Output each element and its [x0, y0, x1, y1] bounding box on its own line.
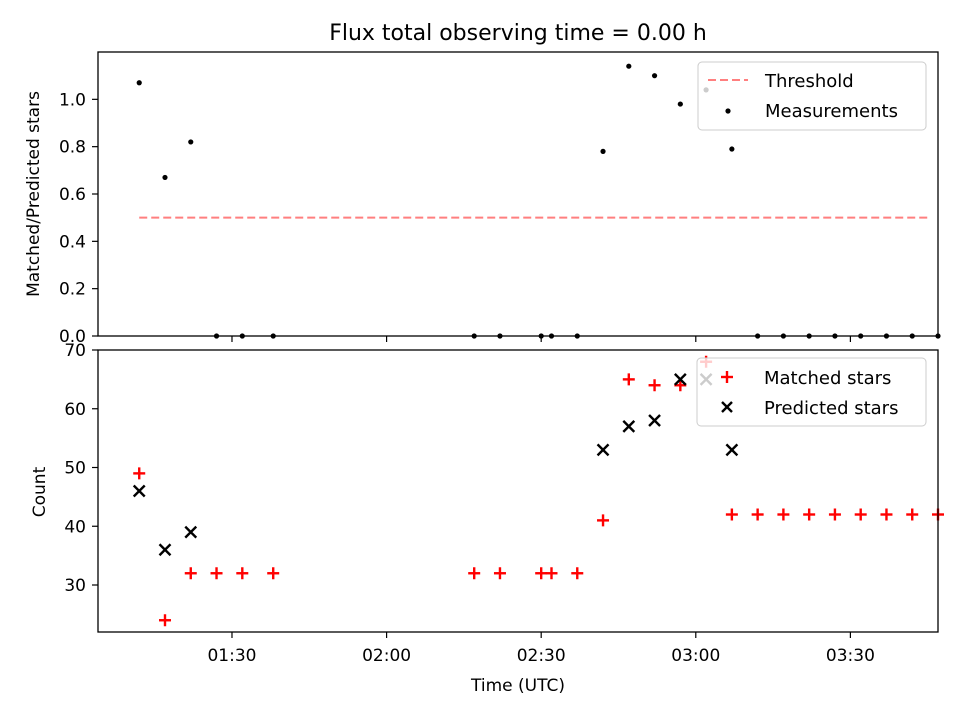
matched-star-point: [622, 373, 635, 386]
measurement-point: [600, 148, 606, 154]
predicted-star-point: [132, 484, 146, 498]
matched-star-point: [210, 567, 223, 580]
x-tick-label: 02:30: [517, 646, 566, 666]
matched-star-point: [854, 508, 867, 521]
legend-label-threshold: Threshold: [764, 71, 854, 92]
predicted-star-point: [725, 443, 739, 457]
matched-stars-series: [133, 355, 944, 627]
matched-star-point: [133, 467, 146, 480]
matched-star-point: [803, 508, 816, 521]
bottom-ticks: 30 40 50 60 70 01:30 02:00 02:30 03:00 03:30: [64, 341, 875, 666]
chart-title: Flux total observing time = 0.00 h: [329, 21, 707, 46]
top-y-axis-label: Matched/Predicted stars: [24, 91, 44, 297]
top-y-tick-label: 0.8: [59, 138, 86, 158]
bottom-plot-frame: [97, 349, 939, 633]
matched-star-point: [493, 567, 506, 580]
matched-star-point: [535, 567, 548, 580]
measurement-point: [651, 73, 658, 79]
top-y-tick-label: 0.0: [59, 327, 86, 347]
top-y-tick-label: 0.4: [59, 232, 86, 252]
bottom-y-tick-label: 60: [64, 400, 86, 420]
bottom-y-tick-label: 40: [64, 517, 86, 537]
bottom-y-tick-label: 70: [64, 341, 86, 361]
measurement-point: [677, 101, 683, 107]
measurement-point: [626, 63, 632, 69]
matched-star-point: [777, 508, 790, 521]
measurement-point: [136, 80, 142, 86]
legend-label-measurements: Measurements: [765, 101, 898, 122]
x-axis-label: Time (UTC): [470, 676, 565, 696]
measurement-point: [162, 174, 168, 181]
top-legend-box: [697, 61, 927, 131]
top-y-tick-label: 1.0: [59, 90, 86, 110]
matched-star-point: [468, 567, 481, 580]
top-plot-frame: [97, 51, 939, 337]
matched-star-point: [267, 567, 280, 580]
matched-star-point: [906, 508, 919, 521]
bottom-y-tick-label: 30: [64, 576, 86, 596]
x-tick-label: 03:00: [671, 646, 720, 666]
predicted-star-point: [673, 373, 687, 386]
top-y-tick-label: 0.2: [59, 280, 86, 300]
predicted-star-point: [184, 525, 198, 539]
legend-label-matched-stars: Matched stars: [764, 368, 891, 389]
predicted-star-point: [158, 543, 172, 557]
matched-star-point: [880, 508, 893, 521]
legend-swatch-predicted-stars: [721, 401, 733, 413]
top-axes: 0.0 0.2 0.4 0.6 0.8 1.0 Threshold Measurement…: [59, 51, 941, 347]
top-ticks: 0.0 0.2 0.4 0.6 0.8 1.0: [59, 90, 851, 347]
predicted-star-point: [648, 414, 661, 427]
matched-star-point: [236, 567, 249, 580]
x-tick-label: 01:30: [207, 646, 256, 666]
matched-star-point: [674, 379, 687, 392]
matched-star-point: [648, 379, 661, 392]
measurement-point: [188, 139, 194, 145]
matched-star-point: [571, 567, 584, 580]
bottom-y-tick-label: 50: [64, 459, 86, 479]
legend-label-predicted-stars: Predicted stars: [764, 398, 898, 419]
matched-star-point: [597, 514, 610, 527]
matched-star-point: [184, 567, 197, 580]
matched-star-point: [828, 508, 841, 521]
bottom-legend-box: [696, 357, 927, 427]
matched-star-point: [158, 614, 171, 627]
legend-swatch-matched-stars: [721, 371, 733, 383]
bottom-axes: 30 40 50 60 70 01:30 02:00 02:30 03:00 03:30 Matc…: [64, 341, 944, 666]
x-tick-label: 03:30: [826, 646, 875, 666]
matched-star-point: [751, 508, 764, 521]
bottom-legend: Matched stars Predicted stars: [696, 357, 927, 427]
top-y-tick-label: 0.6: [59, 185, 86, 205]
predicted-star-point: [596, 443, 610, 457]
measurement-point: [729, 146, 735, 152]
matched-star-point: [725, 508, 738, 521]
bottom-y-axis-label: Count: [30, 466, 50, 517]
legend-swatch-measurements: [725, 108, 731, 114]
x-tick-label: 02:00: [362, 646, 411, 666]
matched-star-point: [545, 567, 558, 580]
predicted-star-point: [622, 420, 636, 433]
top-legend: Threshold Measurements: [697, 61, 927, 131]
